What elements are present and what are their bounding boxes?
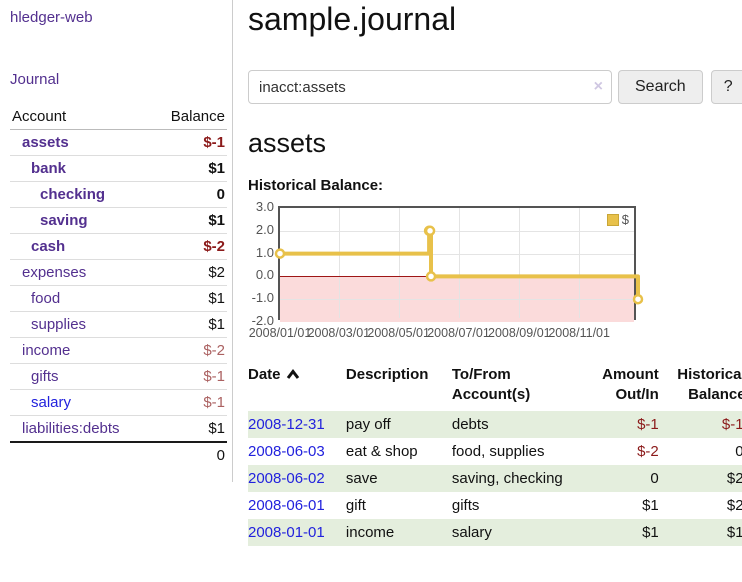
column-header-date-label: Date [248, 366, 281, 383]
account-balance: $2 [208, 264, 225, 281]
register-row: 2008-12-31 pay off debts $-1 $-1 [248, 411, 742, 438]
account-row-liabilities-debts: liabilities:debts $1 [10, 416, 227, 442]
account-row-bank: bank $1 [10, 156, 227, 182]
accounts-total-value: 0 [152, 441, 227, 468]
main-content: sample.journal × Search ? assets Histori… [233, 0, 742, 566]
account-row-checking: checking 0 [10, 182, 227, 208]
register-row: 2008-06-01 gift gifts $1 $2 [248, 492, 742, 519]
chart-label: Historical Balance: [248, 177, 384, 194]
account-link-supplies[interactable]: supplies [31, 316, 87, 333]
account-row-assets: assets $-1 [10, 130, 227, 156]
transaction-description: income [345, 524, 395, 541]
page-title: sample.journal [248, 1, 457, 37]
register-header-row: Date Description To/From Account(s) Amou… [248, 365, 742, 411]
account-link-cash[interactable]: cash [31, 238, 66, 255]
account-link-expenses[interactable]: expenses [22, 264, 87, 281]
account-balance: $-1 [203, 134, 225, 151]
transaction-accounts: salary [451, 524, 492, 541]
account-link-food[interactable]: food [31, 290, 61, 307]
register-row: 2008-01-01 income salary $1 $1 [248, 519, 742, 546]
transaction-amount: $-2 [637, 443, 659, 460]
account-balance: $-2 [203, 342, 225, 359]
transaction-amount: 0 [650, 470, 659, 487]
account-row-salary: salary $-1 [10, 390, 227, 416]
account-link-gifts[interactable]: gifts [31, 368, 59, 385]
register-row: 2008-06-03 eat & shop food, supplies $-2… [248, 438, 742, 465]
account-row-gifts: gifts $-1 [10, 364, 227, 390]
nav-journal-link[interactable]: Journal [10, 71, 60, 88]
transaction-balance: $2 [726, 497, 742, 514]
column-header-amount: Amount Out/In [602, 366, 659, 403]
account-row-cash: cash $-2 [10, 234, 227, 260]
transaction-balance: 0 [735, 443, 742, 460]
account-row-expenses: expenses $2 [10, 260, 227, 286]
legend-series-label: $ [621, 212, 629, 227]
transaction-accounts: food, supplies [451, 443, 545, 460]
transaction-date-link[interactable]: 2008-06-02 [248, 470, 325, 487]
transaction-amount: $1 [642, 524, 659, 541]
search-form: × Search ? [248, 70, 742, 104]
accounts-header-row: Account Balance [10, 104, 227, 130]
transaction-description: gift [345, 497, 366, 514]
page: hledger-web Journal Account Balance asse… [0, 0, 742, 566]
brand-link[interactable]: hledger-web [10, 9, 93, 26]
transaction-description: eat & shop [345, 443, 418, 460]
transaction-description: save [345, 470, 378, 487]
account-link-income[interactable]: income [22, 342, 71, 359]
transaction-accounts: gifts [451, 497, 480, 514]
transaction-description: pay off [345, 416, 391, 433]
account-page-title: assets [248, 128, 327, 158]
transaction-balance: $1 [726, 524, 742, 541]
transaction-accounts: saving, checking [451, 470, 563, 487]
legend-swatch-icon [606, 213, 619, 226]
help-button[interactable]: ? [710, 70, 742, 104]
accounts-table: Account Balance assets $-1 bank $1 check… [10, 104, 227, 468]
account-link-liabilities-debts[interactable]: liabilities:debts [22, 420, 120, 437]
transaction-amount: $-1 [637, 416, 659, 433]
register-row: 2008-06-02 save saving, checking 0 $2 [248, 465, 742, 492]
column-header-balance: Historical Balance [677, 366, 742, 403]
account-row-food: food $1 [10, 286, 227, 312]
account-link-checking[interactable]: checking [40, 186, 106, 203]
column-header-description: Description [345, 366, 429, 383]
account-balance: $1 [208, 212, 225, 229]
transaction-date-link[interactable]: 2008-06-03 [248, 443, 325, 460]
clear-search-icon[interactable]: × [593, 78, 603, 95]
account-row-income: income $-2 [10, 338, 227, 364]
account-balance: $1 [208, 316, 225, 333]
account-link-assets[interactable]: assets [22, 134, 69, 151]
account-balance: $-2 [203, 238, 225, 255]
register-table: Date Description To/From Account(s) Amou… [248, 365, 742, 546]
account-link-bank[interactable]: bank [31, 160, 67, 177]
accounts-header-account: Account [10, 104, 153, 130]
balance-chart: $ 3.0 2.0 1.0 0.0 -1.0 -2.0 2008/01/01 2008/03/… [248, 199, 648, 343]
account-balance: $1 [208, 290, 225, 307]
chart-legend: $ [606, 212, 629, 227]
account-balance: $1 [208, 160, 225, 177]
search-button[interactable]: Search [618, 70, 703, 104]
sort-ascending-icon [286, 366, 300, 386]
balance-chart-plot: $ [274, 206, 644, 322]
account-link-salary[interactable]: salary [31, 394, 72, 411]
search-input[interactable] [248, 70, 612, 104]
transaction-date-link[interactable]: 2008-01-01 [248, 524, 325, 541]
column-header-accounts: To/From Account(s) [451, 366, 531, 403]
account-row-saving: saving $1 [10, 208, 227, 234]
transaction-date-link[interactable]: 2008-12-31 [248, 416, 325, 433]
accounts-header-balance: Balance [152, 104, 227, 130]
account-balance: $-1 [203, 394, 225, 411]
transaction-balance: $-1 [721, 416, 742, 433]
account-row-supplies: supplies $1 [10, 312, 227, 338]
account-link-saving[interactable]: saving [40, 212, 88, 229]
transaction-date-link[interactable]: 2008-06-01 [248, 497, 325, 514]
column-header-date[interactable]: Date [248, 365, 346, 411]
account-balance: $-1 [203, 368, 225, 385]
transaction-accounts: debts [451, 416, 489, 433]
account-balance: 0 [216, 186, 225, 203]
transaction-amount: $1 [642, 497, 659, 514]
accounts-total-row: 0 [10, 441, 227, 468]
transaction-balance: $2 [726, 470, 742, 487]
account-balance: $1 [208, 420, 225, 437]
sidebar: hledger-web Journal Account Balance asse… [0, 0, 233, 482]
